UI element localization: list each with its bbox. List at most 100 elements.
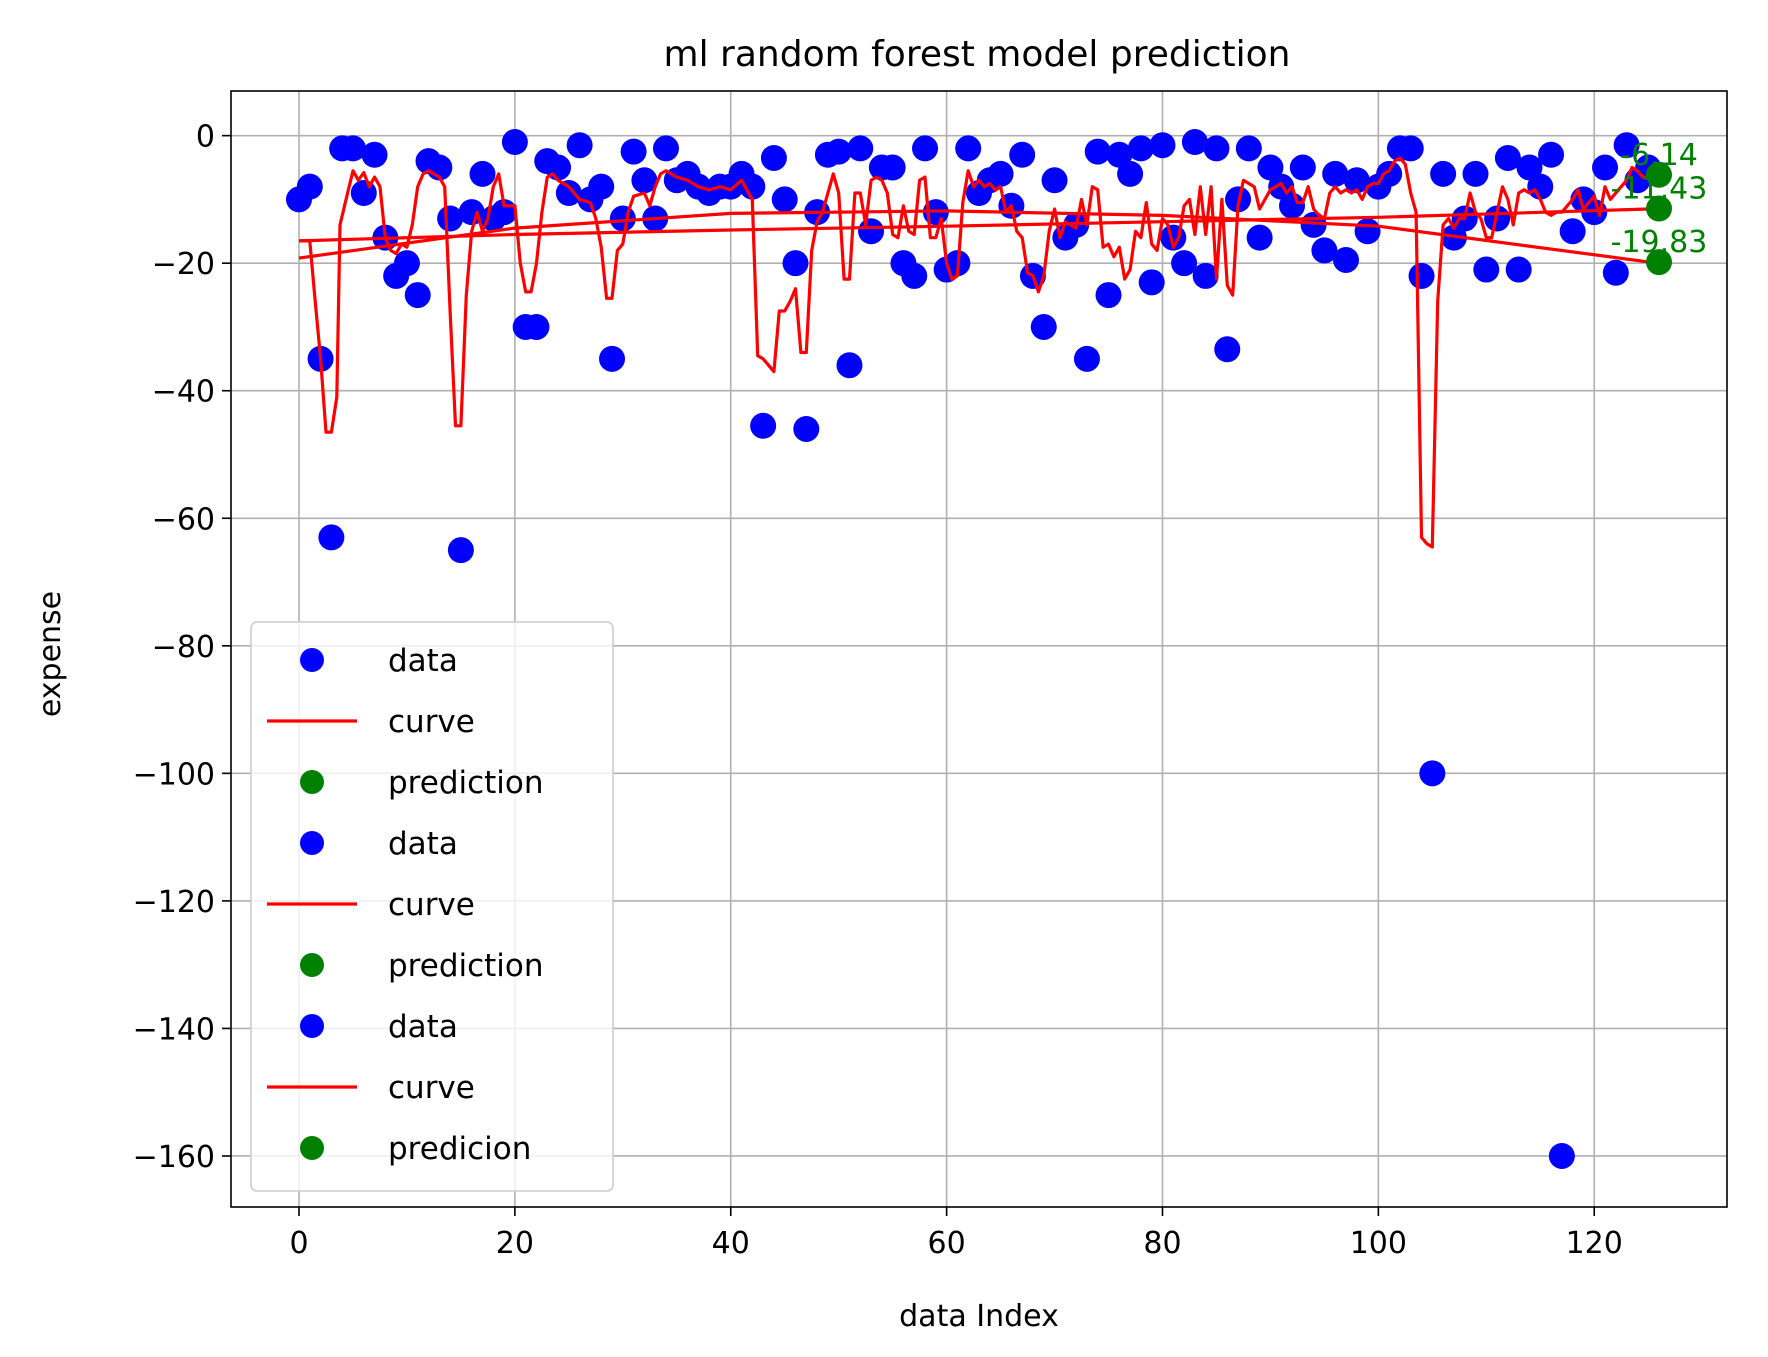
data-point bbox=[1192, 262, 1219, 289]
data-point bbox=[339, 135, 366, 162]
data-point bbox=[404, 282, 431, 309]
data-point bbox=[879, 154, 906, 181]
data-point bbox=[1494, 144, 1521, 171]
data-point bbox=[1538, 141, 1565, 168]
legend-label: data bbox=[388, 1009, 458, 1045]
data-point bbox=[361, 141, 388, 168]
legend-marker-icon bbox=[300, 953, 324, 977]
y-axis-label: expense bbox=[33, 591, 68, 717]
data-point bbox=[858, 218, 885, 245]
x-axis-label: data Index bbox=[899, 1299, 1059, 1334]
data-point bbox=[1376, 160, 1403, 187]
data-point bbox=[1181, 129, 1208, 156]
y-tick-label: −20 bbox=[152, 247, 215, 282]
x-tick-label: 0 bbox=[289, 1226, 308, 1261]
legend-label: curve bbox=[388, 704, 475, 740]
data-point bbox=[393, 250, 420, 277]
data-point bbox=[760, 144, 787, 171]
chart-title: ml random forest model prediction bbox=[664, 34, 1291, 75]
data-point bbox=[1592, 154, 1619, 181]
data-point bbox=[1408, 262, 1435, 289]
y-tick-label: −80 bbox=[152, 630, 215, 665]
data-point bbox=[1171, 250, 1198, 277]
y-tick-label: −140 bbox=[133, 1012, 215, 1047]
data-point bbox=[437, 205, 464, 232]
data-point bbox=[588, 173, 615, 200]
data-point bbox=[1462, 160, 1489, 187]
legend-label: data bbox=[388, 826, 458, 862]
data-point bbox=[1289, 154, 1316, 181]
x-tick-label: 20 bbox=[496, 1226, 534, 1261]
legend-marker-icon bbox=[300, 1014, 324, 1038]
x-tick-label: 60 bbox=[928, 1226, 966, 1261]
data-point bbox=[1279, 192, 1306, 219]
legend-marker-icon bbox=[300, 648, 324, 672]
data-point bbox=[350, 180, 377, 207]
legend-marker-icon bbox=[300, 770, 324, 794]
data-point bbox=[836, 352, 863, 379]
data-point bbox=[793, 415, 820, 442]
legend-marker-icon bbox=[300, 831, 324, 855]
data-point bbox=[912, 135, 939, 162]
prediction-point bbox=[1646, 249, 1672, 276]
data-point bbox=[523, 313, 550, 340]
data-point bbox=[955, 135, 982, 162]
data-point bbox=[599, 345, 626, 372]
plot-area: -6.14-11.43 -19.83 bbox=[286, 129, 1707, 1169]
data-point bbox=[782, 250, 809, 277]
data-point bbox=[566, 132, 593, 159]
data-point bbox=[1106, 141, 1133, 168]
data-point bbox=[555, 180, 582, 207]
data-point bbox=[987, 160, 1014, 187]
data-point bbox=[1149, 132, 1176, 159]
data-point bbox=[652, 135, 679, 162]
data-point bbox=[501, 129, 528, 156]
data-point bbox=[1419, 760, 1446, 787]
data-point bbox=[1332, 246, 1359, 273]
legend-marker-icon bbox=[300, 1136, 324, 1160]
data-point bbox=[1203, 135, 1230, 162]
data-point bbox=[1473, 256, 1500, 283]
legend-box bbox=[250, 621, 614, 1192]
data-point bbox=[1343, 167, 1370, 194]
data-point bbox=[318, 524, 345, 551]
data-point bbox=[1041, 167, 1068, 194]
legend-label: data bbox=[388, 643, 458, 679]
y-tick-label: −160 bbox=[133, 1140, 215, 1175]
data-point bbox=[447, 537, 474, 564]
data-point bbox=[1073, 345, 1100, 372]
y-tick-label: −60 bbox=[152, 502, 215, 537]
prediction-label: -6.14 bbox=[1620, 138, 1698, 173]
data-point bbox=[469, 160, 496, 187]
plot-frame bbox=[230, 90, 1728, 1208]
y-tick-label: −100 bbox=[133, 757, 215, 792]
legend-label: prediction bbox=[388, 765, 544, 801]
data-point bbox=[901, 262, 928, 289]
data-point bbox=[1602, 259, 1629, 286]
x-tick-label: 100 bbox=[1350, 1226, 1407, 1261]
x-tick-label: 80 bbox=[1143, 1226, 1181, 1261]
data-point bbox=[1246, 224, 1273, 251]
y-tick-label: 0 bbox=[196, 120, 215, 155]
data-point bbox=[1311, 237, 1338, 264]
data-point bbox=[1505, 256, 1532, 283]
prediction-point bbox=[1646, 195, 1672, 222]
legend-label: curve bbox=[388, 887, 475, 923]
prediction-label: -11.43 bbox=[1611, 172, 1708, 207]
data-point bbox=[1516, 154, 1543, 181]
curve-line bbox=[298, 207, 1649, 243]
data-point bbox=[847, 135, 874, 162]
data-point bbox=[771, 186, 798, 213]
curve-line bbox=[298, 209, 1649, 264]
data-point bbox=[1559, 218, 1586, 245]
data-point bbox=[296, 173, 323, 200]
data-point bbox=[1354, 218, 1381, 245]
prediction-label: -19.83 bbox=[1611, 225, 1708, 260]
legend-label: prediction bbox=[388, 948, 544, 984]
data-point bbox=[1613, 132, 1640, 159]
data-point bbox=[1397, 135, 1424, 162]
legend: data curve prediction data curve prediction da… bbox=[250, 621, 614, 1192]
data-point bbox=[1527, 173, 1554, 200]
data-point bbox=[1117, 160, 1144, 187]
